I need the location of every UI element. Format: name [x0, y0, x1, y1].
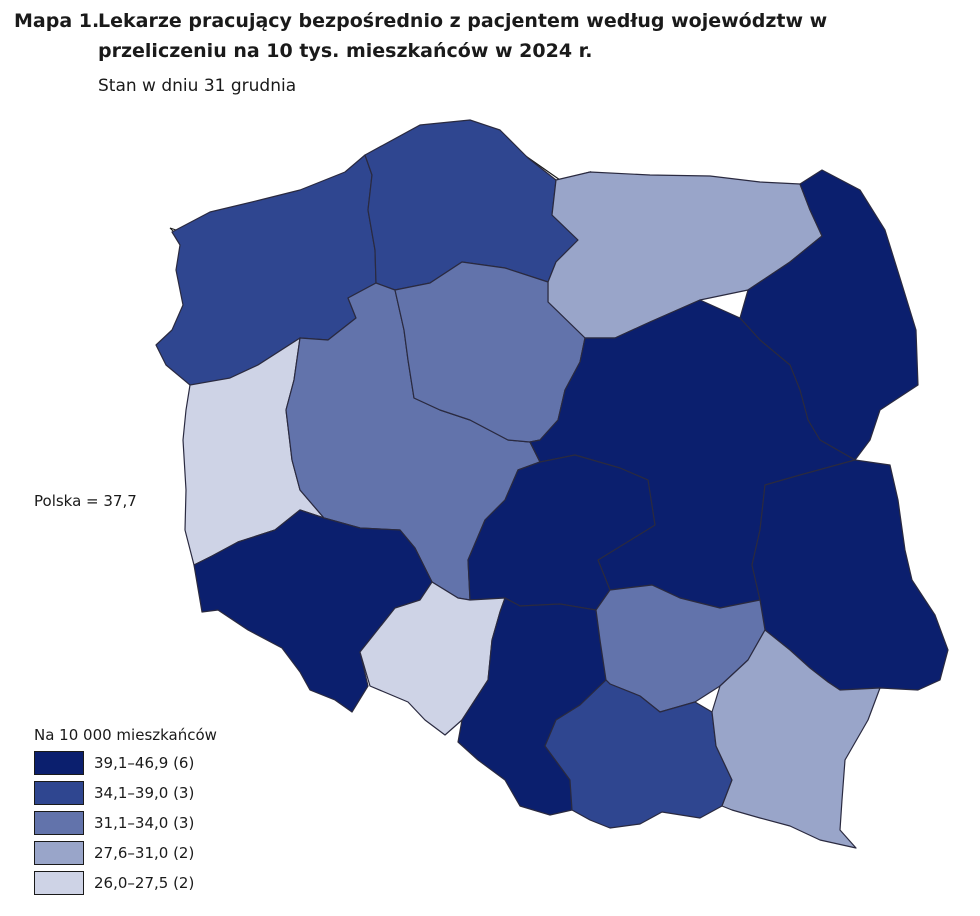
legend-swatch — [34, 811, 84, 835]
poland-average-label: Polska = 37,7 — [34, 492, 137, 510]
legend-title: Na 10 000 mieszkańców — [34, 726, 217, 744]
legend: Na 10 000 mieszkańców 39,1–46,9 (6) 34,1… — [34, 726, 217, 898]
legend-label: 39,1–46,9 (6) — [94, 754, 195, 772]
legend-label: 27,6–31,0 (2) — [94, 844, 195, 862]
region-swietokrzyskie[interactable] — [595, 584, 766, 713]
legend-swatch — [34, 841, 84, 865]
legend-item: 27,6–31,0 (2) — [34, 838, 217, 868]
legend-label: 31,1–34,0 (3) — [94, 814, 195, 832]
legend-swatch — [34, 781, 84, 805]
map-title-number: Mapa 1. — [14, 10, 100, 32]
legend-swatch — [34, 751, 84, 775]
legend-swatch — [34, 871, 84, 895]
region-malopolskie[interactable] — [544, 679, 733, 829]
legend-label: 26,0–27,5 (2) — [94, 874, 195, 892]
map-title-text: Lekarze pracujący bezpośrednio z pacjent… — [98, 10, 828, 62]
region-podkarpackie[interactable] — [711, 629, 881, 849]
region-warminsko-mazurskie[interactable] — [547, 171, 823, 339]
map-subtitle: Stan w dniu 31 grudnia — [98, 76, 297, 96]
legend-item: 39,1–46,9 (6) — [34, 748, 217, 778]
legend-item: 31,1–34,0 (3) — [34, 808, 217, 838]
legend-item: 34,1–39,0 (3) — [34, 778, 217, 808]
legend-label: 34,1–39,0 (3) — [94, 784, 195, 802]
legend-item: 26,0–27,5 (2) — [34, 868, 217, 898]
